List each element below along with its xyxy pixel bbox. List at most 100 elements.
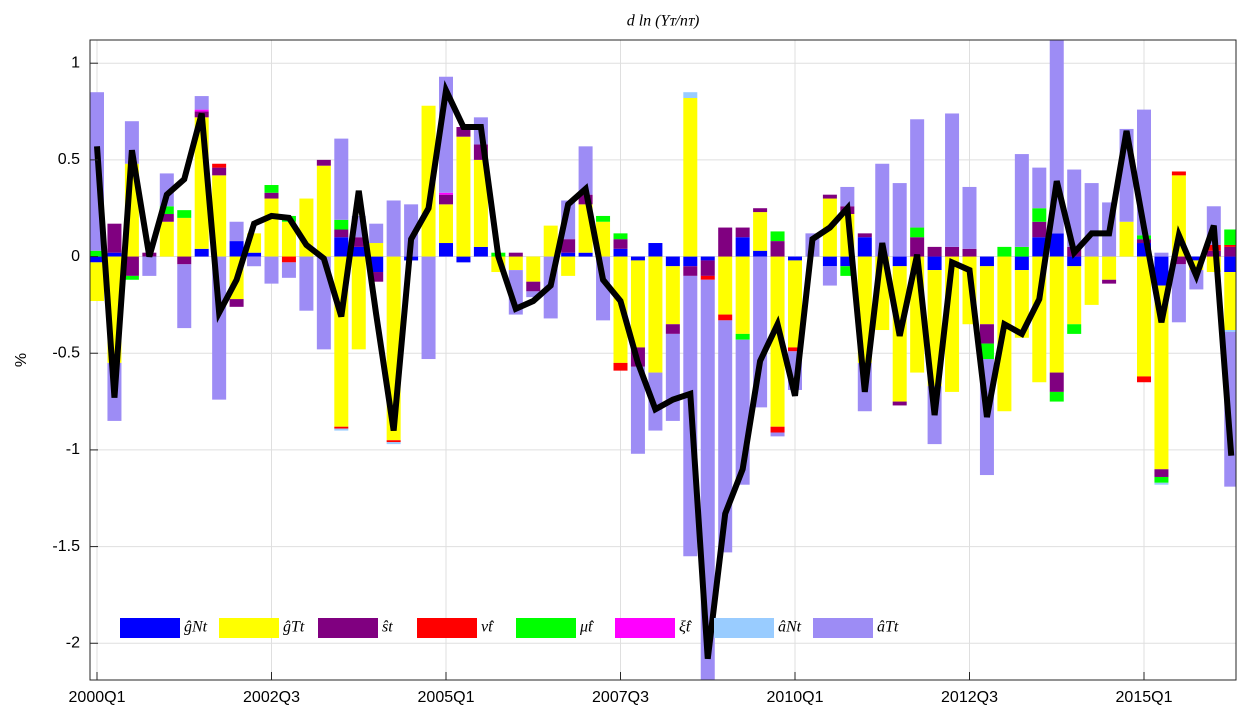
bar-segment	[840, 256, 855, 267]
bar-segment	[124, 256, 139, 276]
bar-segment	[508, 252, 523, 257]
bar-segment	[683, 266, 698, 276]
bar-segment	[683, 92, 698, 99]
bar-segment	[561, 239, 576, 253]
bar-segment	[159, 221, 174, 257]
bar-segment	[177, 217, 192, 257]
bar-segment	[247, 256, 262, 267]
bar-segment	[735, 237, 750, 257]
bar-segment	[1049, 372, 1064, 392]
bar-segment	[997, 246, 1012, 257]
bar-segment	[683, 256, 698, 267]
bar-segment	[316, 165, 331, 257]
legend-swatch	[516, 618, 576, 638]
bar-segment	[1084, 183, 1099, 257]
bar-segment	[264, 198, 279, 257]
bar-segment	[264, 256, 279, 284]
bar-segment	[90, 256, 104, 263]
bar-segment	[840, 186, 855, 207]
bar-segment	[334, 138, 349, 220]
plot-frame	[89, 39, 1237, 681]
bar-segment	[700, 256, 715, 261]
bar-segment	[735, 333, 750, 340]
bar-segment	[334, 428, 349, 431]
bar-segment	[456, 127, 471, 137]
x-tick-label: 2000Q1	[69, 689, 126, 706]
legend-swatch	[120, 618, 180, 638]
bar-segment	[822, 194, 837, 199]
bar-segment	[718, 314, 733, 321]
x-tick-label: 2012Q3	[941, 689, 998, 706]
legend-swatch	[813, 618, 873, 638]
bar-segment	[299, 256, 314, 311]
bar-segment	[351, 246, 366, 257]
bar-segment	[561, 252, 576, 257]
bar-segment	[177, 264, 192, 329]
bar-segment	[1154, 256, 1169, 286]
bar-segment	[1154, 482, 1169, 485]
bar-segment	[351, 237, 366, 247]
bar-segment	[665, 256, 680, 267]
bar-segment	[753, 212, 768, 251]
bar-segment	[229, 299, 244, 307]
y-tick-label: -1.5	[52, 538, 80, 555]
bar-segment	[857, 237, 872, 257]
bar-segment	[1154, 469, 1169, 477]
legend-label: ν̂t	[481, 619, 494, 636]
bar-segment	[369, 243, 384, 257]
bar-segment	[526, 256, 541, 282]
x-tick-label: 2005Q1	[418, 689, 475, 706]
bar-segment	[788, 260, 802, 348]
bar-segment	[665, 266, 680, 325]
bar-segment	[386, 442, 401, 445]
chart-title: d ln (Yᴛ/nᴛ)	[627, 13, 700, 30]
bar-segment	[107, 252, 122, 257]
bar-segment	[613, 239, 628, 249]
bar-segment	[630, 256, 645, 261]
bar-segment	[1171, 264, 1186, 323]
bar-segment	[665, 324, 680, 334]
bar-segment	[613, 248, 628, 257]
bar-segment	[456, 256, 471, 263]
plot-area	[90, 40, 1236, 680]
line-series	[94, 80, 1235, 660]
bar-segment	[1171, 256, 1186, 265]
bar-segment	[945, 113, 960, 247]
bar-segment	[630, 260, 645, 348]
bar-segment	[910, 119, 925, 228]
y-tick-label: 0.5	[58, 151, 80, 168]
bar-segment	[194, 248, 209, 257]
bar-segment	[892, 256, 907, 267]
bar-segment	[351, 256, 366, 350]
bar-segment	[107, 223, 122, 253]
legend-swatch	[318, 618, 378, 638]
bar-segment	[910, 227, 925, 238]
x-tick-label: 2010Q1	[767, 689, 824, 706]
bar-segment	[439, 243, 453, 257]
bar-segment	[979, 266, 994, 325]
bar-segment	[369, 223, 384, 244]
bar-segment	[648, 243, 663, 257]
bar-segment	[770, 231, 785, 242]
bar-segment	[334, 237, 349, 257]
bar-segment	[404, 204, 419, 257]
legend-label: âTt	[877, 619, 899, 636]
bar-segment	[665, 333, 680, 421]
bar-segment	[1171, 171, 1186, 176]
bar-segment	[770, 426, 785, 433]
bar-segment	[979, 256, 994, 267]
bar-segment	[508, 256, 523, 271]
bar-segment	[194, 109, 209, 112]
bar-segment	[334, 426, 349, 429]
bar-segment	[1189, 256, 1204, 261]
bar-segment	[770, 256, 785, 427]
bar-segment	[264, 192, 279, 199]
bar-segment	[683, 98, 698, 257]
bar-segment	[229, 241, 244, 257]
bar-segment	[1119, 221, 1134, 257]
legend-label: âNt	[778, 619, 802, 636]
bar-segment	[718, 320, 733, 553]
bar-segment	[892, 183, 907, 257]
x-tick-label: 2002Q3	[243, 689, 300, 706]
bar-segment	[90, 262, 104, 302]
